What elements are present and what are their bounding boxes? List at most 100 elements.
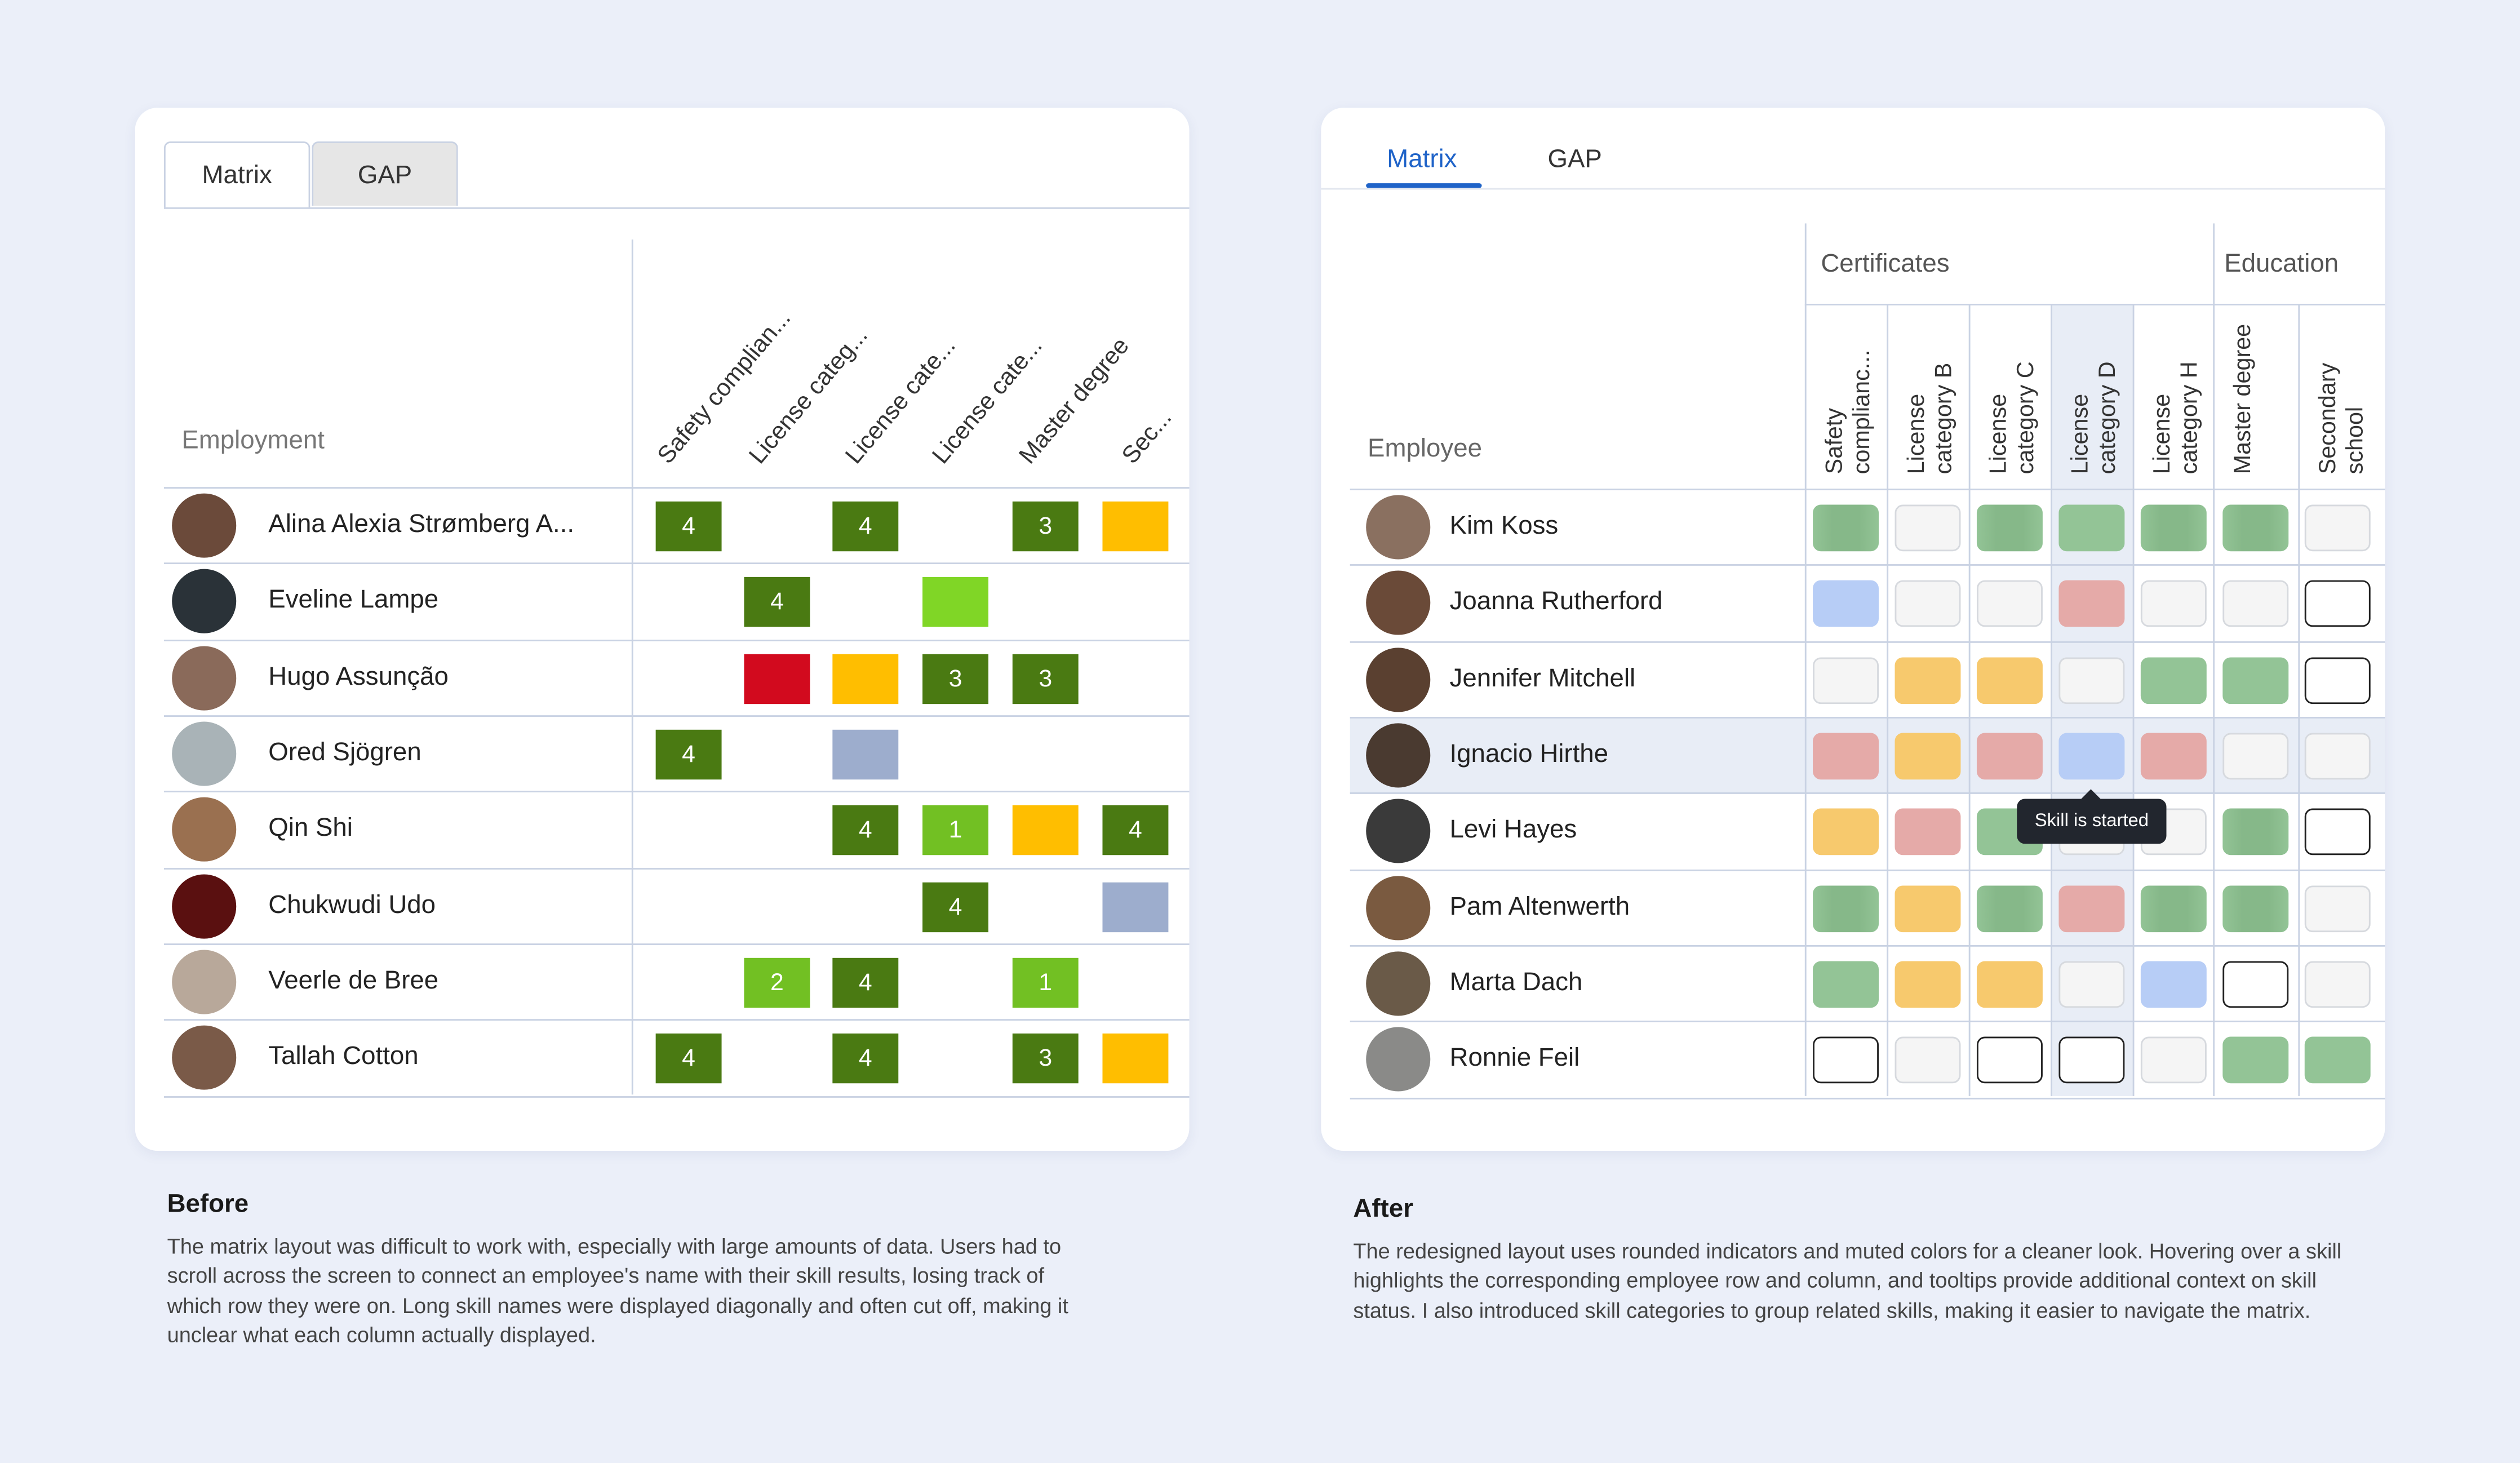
skill-cell[interactable]	[922, 577, 988, 628]
skill-indicator[interactable]	[1976, 960, 2043, 1008]
skill-cell[interactable]: 4	[1102, 805, 1169, 855]
skill-indicator[interactable]	[1976, 657, 2043, 704]
skill-indicator[interactable]	[2140, 885, 2207, 932]
skill-indicator[interactable]	[1813, 504, 1879, 552]
skill-indicator[interactable]	[1895, 885, 1961, 932]
skill-cell[interactable]	[1012, 805, 1079, 855]
table-row[interactable]: Ignacio Hirthe	[1350, 716, 2385, 794]
after-tab-matrix[interactable]: Matrix	[1387, 146, 1457, 174]
skill-indicator[interactable]	[1895, 809, 1961, 855]
skill-indicator[interactable]	[2304, 580, 2371, 628]
before-tab-gap[interactable]: GAP	[312, 141, 458, 206]
skill-indicator[interactable]	[2304, 1036, 2371, 1084]
table-row[interactable]: Jennifer Mitchell	[1350, 640, 2385, 718]
skill-indicator[interactable]	[1895, 960, 1961, 1008]
skill-indicator[interactable]	[2304, 885, 2371, 932]
before-tab-matrix[interactable]: Matrix	[163, 141, 310, 207]
skill-indicator[interactable]	[2058, 885, 2125, 932]
skill-cell[interactable]: 1	[922, 805, 988, 855]
skill-cell[interactable]: 4	[744, 577, 810, 628]
table-row[interactable]: Ronnie Feil	[1350, 1021, 2385, 1100]
skill-indicator[interactable]	[2304, 504, 2371, 552]
skill-indicator[interactable]	[1813, 960, 1879, 1008]
skill-indicator[interactable]	[2304, 733, 2371, 779]
skill-indicator[interactable]	[1895, 580, 1961, 628]
skill-indicator[interactable]	[2140, 504, 2207, 552]
after-tab-gap[interactable]: GAP	[1547, 146, 1602, 174]
skill-indicator[interactable]	[1976, 733, 2043, 779]
skill-indicator[interactable]	[1813, 733, 1879, 779]
skill-indicator[interactable]	[1813, 1036, 1879, 1084]
skill-indicator[interactable]	[1895, 504, 1961, 552]
skill-cell[interactable]: 3	[922, 653, 988, 704]
table-row[interactable]: Joanna Rutherford	[1350, 564, 2385, 642]
skill-cell[interactable]	[832, 653, 899, 704]
skill-indicator[interactable]	[2140, 580, 2207, 628]
skill-cell[interactable]: 3	[1012, 653, 1079, 704]
skill-indicator[interactable]	[2222, 885, 2289, 932]
table-row[interactable]: Qin Shi 4 1 4	[163, 791, 1190, 868]
skill-column-header[interactable]: License category D	[2052, 307, 2133, 477]
skill-indicator[interactable]	[2058, 1036, 2125, 1084]
skill-cell[interactable]: 4	[832, 805, 899, 855]
skill-cell[interactable]: 3	[1012, 501, 1079, 552]
skill-indicator[interactable]	[2140, 960, 2207, 1008]
table-row[interactable]: Alina Alexia Strømberg A... 4 4 3	[163, 487, 1190, 564]
skill-indicator[interactable]	[2222, 580, 2289, 628]
skill-cell[interactable]: 2	[744, 957, 810, 1008]
skill-cell[interactable]: 4	[832, 957, 899, 1008]
skill-cell[interactable]: 3	[1012, 1034, 1079, 1084]
skill-cell[interactable]: 1	[1012, 957, 1079, 1008]
skill-cell[interactable]	[1102, 501, 1169, 552]
table-row[interactable]: Kim Koss	[1350, 489, 2385, 566]
skill-indicator[interactable]	[1976, 504, 2043, 552]
skill-cell[interactable]: 4	[832, 501, 899, 552]
skill-indicator[interactable]	[2058, 733, 2125, 779]
skill-indicator[interactable]	[1813, 809, 1879, 855]
table-row[interactable]: Tallah Cotton 4 4 3	[163, 1019, 1190, 1098]
skill-indicator[interactable]	[2304, 657, 2371, 704]
skill-cell[interactable]: 4	[655, 1034, 722, 1084]
skill-indicator[interactable]	[1895, 733, 1961, 779]
table-row[interactable]: Hugo Assunção 3 3	[163, 639, 1190, 716]
table-row[interactable]: Veerle de Bree 2 4 1	[163, 943, 1190, 1021]
skill-indicator[interactable]	[2140, 733, 2207, 779]
skill-indicator[interactable]	[2058, 960, 2125, 1008]
skill-column-header[interactable]: Master degree	[2215, 307, 2295, 477]
skill-indicator[interactable]	[2058, 504, 2125, 552]
skill-indicator[interactable]	[2304, 960, 2371, 1008]
skill-indicator[interactable]	[1976, 580, 2043, 628]
skill-indicator[interactable]	[2304, 809, 2371, 855]
skill-indicator[interactable]	[2222, 504, 2289, 552]
skill-column-header[interactable]: Secondary school	[2300, 307, 2380, 477]
skill-indicator[interactable]	[1813, 885, 1879, 932]
skill-indicator[interactable]	[2058, 657, 2125, 704]
skill-cell[interactable]: 4	[655, 729, 722, 779]
skill-indicator[interactable]	[1976, 1036, 2043, 1084]
skill-indicator[interactable]	[2222, 657, 2289, 704]
skill-indicator[interactable]	[2140, 657, 2207, 704]
skill-cell[interactable]	[744, 653, 810, 704]
skill-indicator[interactable]	[2222, 960, 2289, 1008]
skill-column-header[interactable]: License category B	[1888, 307, 1969, 477]
table-row[interactable]: Chukwudi Udo 4	[163, 867, 1190, 945]
skill-indicator[interactable]	[1895, 657, 1961, 704]
skill-indicator[interactable]	[2222, 733, 2289, 779]
table-row[interactable]: Levi Hayes	[1350, 792, 2385, 870]
skill-indicator[interactable]	[2222, 809, 2289, 855]
skill-indicator[interactable]	[2140, 1036, 2207, 1084]
skill-cell[interactable]: 4	[655, 501, 722, 552]
skill-column-header[interactable]: License category H	[2134, 307, 2215, 477]
skill-indicator[interactable]	[1813, 657, 1879, 704]
skill-column-header[interactable]: Safety complianc...	[1807, 307, 1887, 477]
skill-cell[interactable]	[1102, 1034, 1169, 1084]
skill-indicator[interactable]	[2058, 580, 2125, 628]
skill-indicator[interactable]	[1813, 580, 1879, 628]
table-row[interactable]: Pam Altenwerth	[1350, 868, 2385, 946]
skill-indicator[interactable]	[1976, 885, 2043, 932]
skill-indicator[interactable]	[2222, 1036, 2289, 1084]
skill-cell[interactable]: 4	[922, 881, 988, 932]
skill-column-header[interactable]: License category C	[1971, 307, 2051, 477]
table-row[interactable]: Marta Dach	[1350, 945, 2385, 1022]
skill-cell[interactable]: 4	[832, 1034, 899, 1084]
